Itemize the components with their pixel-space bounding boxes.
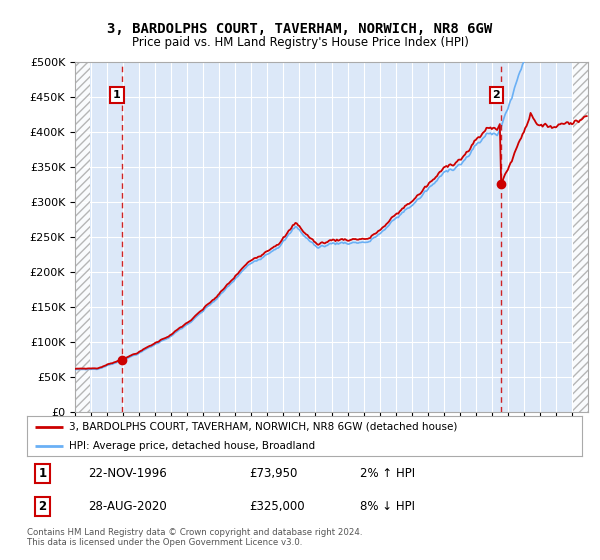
Text: 3, BARDOLPHS COURT, TAVERHAM, NORWICH, NR8 6GW: 3, BARDOLPHS COURT, TAVERHAM, NORWICH, N…	[107, 22, 493, 36]
Text: £73,950: £73,950	[249, 467, 298, 480]
Text: 1: 1	[113, 90, 121, 100]
Bar	[573, 62, 588, 412]
Text: HPI: Average price, detached house, Broadland: HPI: Average price, detached house, Broa…	[68, 441, 315, 451]
Text: 1: 1	[38, 467, 47, 480]
Text: £325,000: £325,000	[249, 500, 305, 513]
Bar	[75, 62, 90, 412]
Text: 2% ↑ HPI: 2% ↑ HPI	[360, 467, 415, 480]
Text: 28-AUG-2020: 28-AUG-2020	[88, 500, 167, 513]
Text: Price paid vs. HM Land Registry's House Price Index (HPI): Price paid vs. HM Land Registry's House …	[131, 36, 469, 49]
Text: Contains HM Land Registry data © Crown copyright and database right 2024.
This d: Contains HM Land Registry data © Crown c…	[27, 528, 362, 547]
Text: 2: 2	[493, 90, 500, 100]
Text: 22-NOV-1996: 22-NOV-1996	[88, 467, 167, 480]
Text: 8% ↓ HPI: 8% ↓ HPI	[360, 500, 415, 513]
Text: 3, BARDOLPHS COURT, TAVERHAM, NORWICH, NR8 6GW (detached house): 3, BARDOLPHS COURT, TAVERHAM, NORWICH, N…	[68, 422, 457, 432]
Text: 2: 2	[38, 500, 47, 513]
